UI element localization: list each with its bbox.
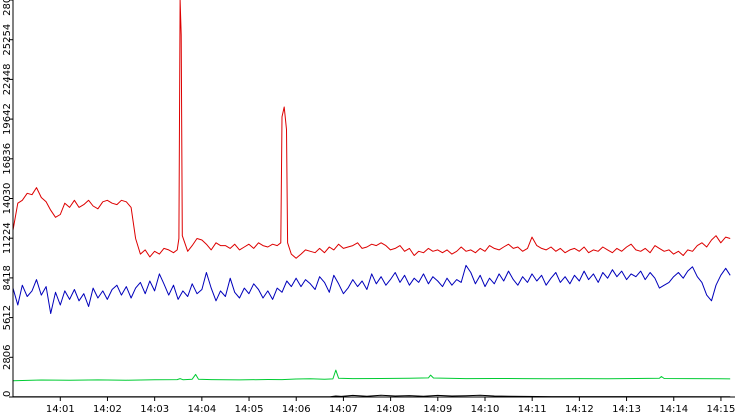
x-tick-label: 14:04 bbox=[187, 404, 216, 415]
y-tick-label: 2806 bbox=[2, 345, 13, 370]
x-tick-label: 14:02 bbox=[93, 404, 122, 415]
x-tick-label: 14:08 bbox=[376, 404, 405, 415]
x-tick-label: 14:09 bbox=[423, 404, 452, 415]
y-tick-label: 8418 bbox=[2, 265, 13, 290]
x-tick-label: 14:13 bbox=[612, 404, 641, 415]
y-tick-label: 19642 bbox=[2, 103, 13, 135]
series-line-1 bbox=[12, 0, 731, 259]
y-tick-label: 0 bbox=[2, 391, 13, 397]
axes bbox=[12, 0, 735, 398]
x-tick-label: 14:15 bbox=[707, 404, 735, 415]
x-tick-label: 14:01 bbox=[46, 404, 75, 415]
y-tick-label: 25254 bbox=[2, 24, 13, 56]
x-tick-label: 14:06 bbox=[282, 404, 311, 415]
x-tick-label: 14:03 bbox=[140, 404, 169, 415]
x-tick-label: 14:12 bbox=[565, 404, 594, 415]
x-tick-label: 14:07 bbox=[329, 404, 358, 415]
y-tick-label: 22448 bbox=[2, 63, 13, 95]
y-axis-ticks: 0 2806 5612 8418 11224 14030 16836 19642 22448 25… bbox=[2, 0, 13, 398]
y-tick-label: 11224 bbox=[2, 222, 13, 254]
series-line-2 bbox=[12, 264, 731, 314]
y-tick-label: 28060 bbox=[2, 0, 13, 16]
y-tick-label: 5612 bbox=[2, 305, 13, 330]
x-tick-label: 14:11 bbox=[518, 404, 547, 415]
series-line-3 bbox=[12, 369, 731, 382]
x-axis-ticks: 14:01 14:02 14:03 14:04 14:05 14:06 14:07 14:08… bbox=[46, 397, 735, 415]
series-layer bbox=[12, 0, 731, 398]
x-tick-label: 14:14 bbox=[659, 404, 688, 415]
x-tick-label: 14:05 bbox=[235, 404, 264, 415]
x-tick-label: 14:10 bbox=[471, 404, 500, 415]
y-tick-label: 16836 bbox=[2, 143, 13, 175]
y-tick-label: 14030 bbox=[2, 183, 13, 215]
series-line-4 bbox=[13, 394, 731, 398]
